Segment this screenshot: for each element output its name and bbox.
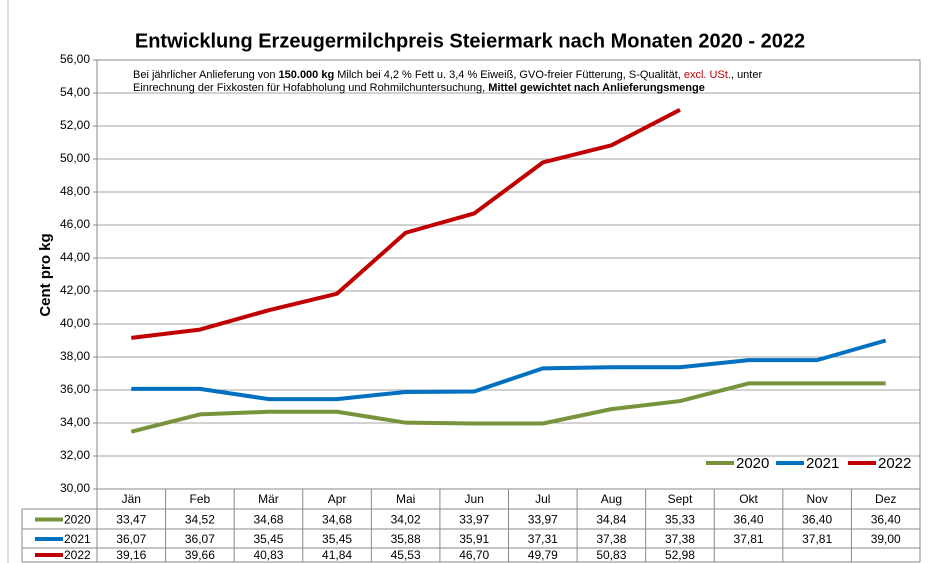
y-tick-label: 54,00 bbox=[60, 85, 90, 99]
x-tick-label: Jän bbox=[122, 492, 141, 506]
y-tick-label: 38,00 bbox=[60, 349, 90, 363]
table-value: 46,70 bbox=[459, 548, 489, 562]
table-value: 34,02 bbox=[391, 513, 421, 527]
table-value: 33,47 bbox=[116, 513, 146, 527]
table-value: 37,31 bbox=[528, 532, 558, 546]
x-tick-label: Nov bbox=[806, 492, 827, 506]
note-segment: excl. USt. bbox=[684, 69, 731, 81]
table-value: 45,53 bbox=[391, 548, 421, 562]
legend-label: 2020 bbox=[736, 455, 769, 472]
series-line bbox=[131, 338, 887, 402]
x-tick-label: Jul bbox=[535, 492, 550, 506]
table-value: 37,81 bbox=[802, 532, 832, 546]
y-tick-label: 40,00 bbox=[60, 316, 90, 330]
y-axis-label: Cent pro kg bbox=[37, 233, 54, 316]
legend-label: 2022 bbox=[878, 455, 911, 472]
note-segment: Einrechnung der Fixkosten für Hofabholun… bbox=[133, 82, 488, 94]
table-value: 37,81 bbox=[734, 532, 764, 546]
y-tick-label: 48,00 bbox=[60, 184, 90, 198]
table-value: 39,66 bbox=[185, 548, 215, 562]
table-value: 35,91 bbox=[459, 532, 489, 546]
table-series-label: 2021 bbox=[64, 532, 91, 546]
legend-label: 2021 bbox=[806, 455, 839, 472]
table-value: 41,84 bbox=[322, 548, 352, 562]
x-tick-label: Mai bbox=[396, 492, 415, 506]
note-segment: 150.000 kg bbox=[279, 69, 335, 81]
x-tick-label: Jun bbox=[465, 492, 484, 506]
table-value: 33,97 bbox=[459, 513, 489, 527]
x-tick-label: Dez bbox=[875, 492, 896, 506]
x-tick-label: Aug bbox=[601, 492, 622, 506]
x-tick-label: Sept bbox=[668, 492, 693, 506]
table-value: 39,16 bbox=[116, 548, 146, 562]
table-value: 33,97 bbox=[528, 513, 558, 527]
note-segment: , unter bbox=[731, 69, 763, 81]
table-value: 35,33 bbox=[665, 513, 695, 527]
table-value: 37,38 bbox=[665, 532, 695, 546]
x-tick-label: Mär bbox=[258, 492, 279, 506]
y-tick-label: 30,00 bbox=[60, 481, 90, 495]
series-line bbox=[130, 381, 886, 434]
chart-title: Entwicklung Erzeugermilchpreis Steiermar… bbox=[135, 30, 805, 52]
table-value: 36,40 bbox=[871, 513, 901, 527]
table-value: 37,38 bbox=[596, 532, 626, 546]
table-value: 34,68 bbox=[322, 513, 352, 527]
note-segment: Bei jährlicher Anlieferung von bbox=[133, 69, 279, 81]
table-value: 36,40 bbox=[802, 513, 832, 527]
y-tick-label: 56,00 bbox=[60, 52, 90, 66]
table-value: 36,40 bbox=[734, 513, 764, 527]
table-value: 36,07 bbox=[185, 532, 215, 546]
table-value: 35,88 bbox=[391, 532, 421, 546]
table-series-label: 2022 bbox=[64, 548, 91, 562]
y-tick-label: 34,00 bbox=[60, 415, 90, 429]
note-line: Einrechnung der Fixkosten für Hofabholun… bbox=[133, 82, 705, 94]
note-segment: Milch bei 4,2 % Fett u. 3,4 % Eiweiß, GV… bbox=[334, 69, 684, 81]
table-value: 34,52 bbox=[185, 513, 215, 527]
table-value: 50,83 bbox=[596, 548, 626, 562]
x-tick-label: Apr bbox=[328, 492, 347, 506]
table-value: 34,84 bbox=[596, 513, 626, 527]
table-value: 40,83 bbox=[253, 548, 283, 562]
x-tick-label: Okt bbox=[739, 492, 758, 506]
series-line bbox=[131, 108, 681, 340]
table-value: 49,79 bbox=[528, 548, 558, 562]
table-value: 52,98 bbox=[665, 548, 695, 562]
y-tick-label: 36,00 bbox=[60, 382, 90, 396]
y-tick-label: 50,00 bbox=[60, 151, 90, 165]
y-tick-label: 44,00 bbox=[60, 250, 90, 264]
y-tick-label: 52,00 bbox=[60, 118, 90, 132]
table-series-label: 2020 bbox=[64, 513, 91, 527]
table-value: 34,68 bbox=[253, 513, 283, 527]
y-tick-label: 42,00 bbox=[60, 283, 90, 297]
y-tick-label: 32,00 bbox=[60, 448, 90, 462]
table-value: 35,45 bbox=[253, 532, 283, 546]
y-tick-label: 46,00 bbox=[60, 217, 90, 231]
table-value: 35,45 bbox=[322, 532, 352, 546]
table-value: 39,00 bbox=[871, 532, 901, 546]
x-tick-label: Feb bbox=[190, 492, 211, 506]
note-line: Bei jährlicher Anlieferung von 150.000 k… bbox=[133, 69, 762, 81]
table-value: 36,07 bbox=[116, 532, 146, 546]
note-segment: Mittel gewichtet nach Anlieferungsmenge bbox=[488, 82, 705, 94]
